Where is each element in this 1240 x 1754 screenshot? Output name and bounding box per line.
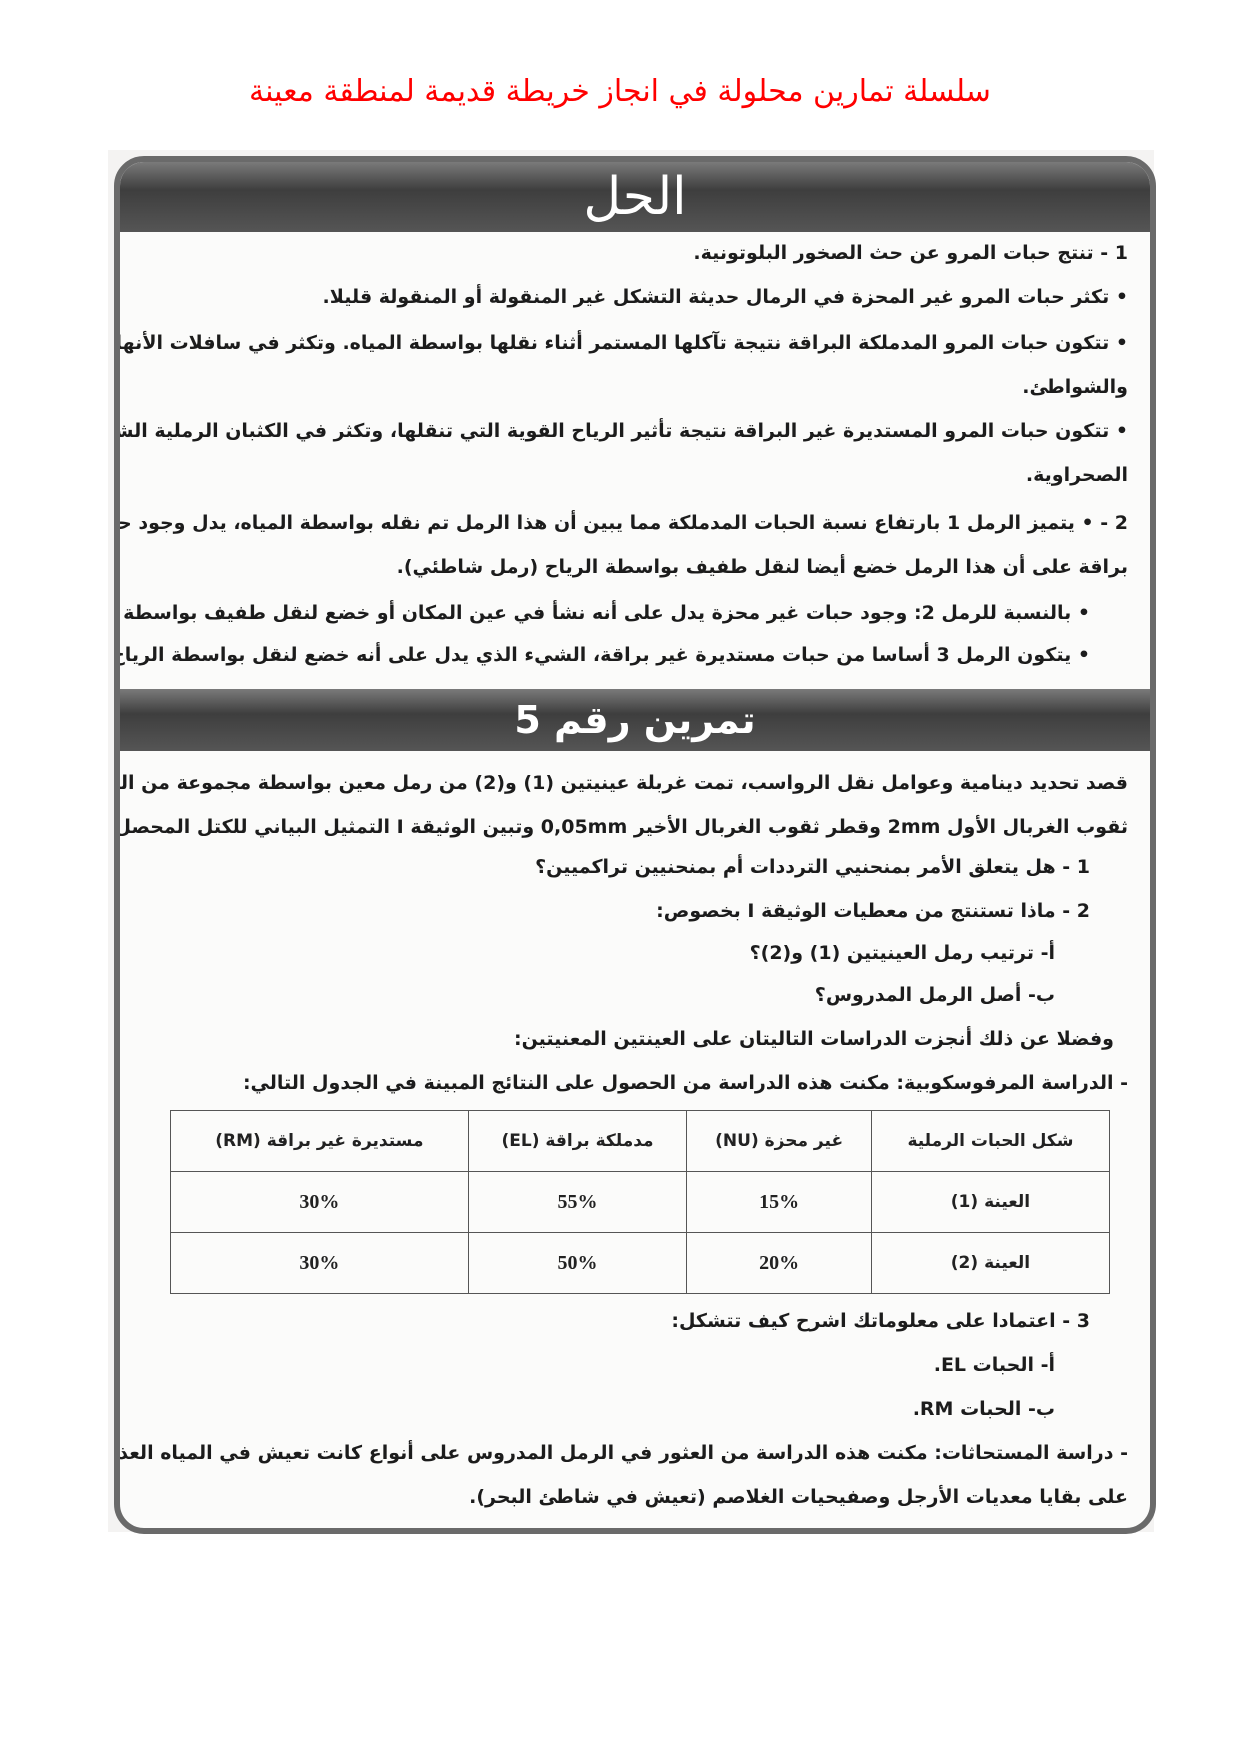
table-cell: 55% [467, 1171, 688, 1233]
page-title: سلسلة تمارين محلولة في انجاز خريطة قديمة… [249, 74, 991, 109]
question-3: 3 - اعتمادا على معلوماتك اشرح كيف تتشكل: [671, 1310, 1090, 1332]
solution-line: • تكثر حبات المرو غير المحزة في الرمال ح… [322, 286, 1128, 308]
exercise-line: - دراسة المستحاثات: مكنت هذه الدراسة من … [118, 1442, 1128, 1464]
solution-line: 1 - تنتج حبات المرو عن حث الصخور البلوتو… [693, 242, 1128, 264]
table-cell: 50% [467, 1232, 688, 1294]
solution-line: 2 - • يتميز الرمل 1 بارتفاع نسبة الحبات … [118, 512, 1128, 534]
exercise-header: تمرين رقم 5 [120, 689, 1150, 751]
table-cell: 30% [170, 1232, 469, 1294]
table-header-row: شكل الحبات الرملية غير محزة (NU) مدملكة … [170, 1110, 1111, 1172]
question-1: 1 - هل يتعلق الأمر بمنحنيي الترددات أم ب… [535, 856, 1090, 878]
question-3b: ب- الحبات RM. [912, 1398, 1055, 1420]
table-header: مستديرة غير براقة (RM) [170, 1110, 469, 1172]
table-header: شكل الحبات الرملية [870, 1110, 1111, 1172]
question-3a: أ- الحبات EL. [933, 1354, 1055, 1376]
solution-line: • تتكون حبات المرو المدملكة البراقة نتيج… [114, 332, 1128, 354]
solution-header: الحل [120, 162, 1150, 232]
table-cell: العينة (2) [870, 1232, 1111, 1294]
morphoscopy-table: شكل الحبات الرملية غير محزة (NU) مدملكة … [170, 1110, 1111, 1294]
question-2a: أ- ترتيب رمل العينيتين (1) و(2)؟ [749, 942, 1055, 964]
solution-line: الصحراوية. [1025, 464, 1128, 486]
table-row: العينة (1) 15% 55% 30% [170, 1171, 1111, 1233]
table-cell: 15% [686, 1171, 872, 1233]
exercise-line: وفضلا عن ذلك أنجزت الدراسات التاليتان عل… [513, 1028, 1114, 1050]
solution-line: • يتكون الرمل 3 أساسا من حبات مستديرة غي… [114, 644, 1090, 666]
table-row: العينة (2) 20% 50% 30% [170, 1232, 1111, 1294]
table-cell: 20% [686, 1232, 872, 1294]
solution-line: براقة على أن هذا الرمل خضع أيضا لنقل طفي… [396, 556, 1128, 578]
solution-line: • تتكون حبات المرو المستديرة غير البراقة… [114, 420, 1128, 442]
exercise-line: على بقايا معديات الأرجل وصفيحيات الغلاصم… [469, 1486, 1128, 1508]
table-header: غير محزة (NU) [686, 1110, 872, 1172]
solution-line: والشواطئ. [1022, 376, 1128, 398]
table-header: مدملكة براقة (EL) [467, 1110, 688, 1172]
table-cell: العينة (1) [870, 1171, 1111, 1233]
table-cell: 30% [170, 1171, 469, 1233]
solution-line: • بالنسبة للرمل 2: وجود حبات غير محزة يد… [120, 602, 1090, 624]
document-frame: الحل 1 - تنتج حبات المرو عن حث الصخور ال… [114, 156, 1156, 1534]
question-2b: ب- أصل الرمل المدروس؟ [814, 984, 1055, 1006]
question-2: 2 - ماذا تستنتج من معطيات الوثيقة I بخصو… [656, 900, 1090, 922]
exercise-line: - الدراسة المرفوسكوبية: مكنت هذه الدراسة… [242, 1072, 1128, 1094]
exercise-line: ثقوب الغربال الأول 2mm وقطر ثقوب الغربال… [114, 816, 1128, 838]
exercise-line: قصد تحديد دينامية وعوامل نقل الرواسب، تم… [120, 772, 1128, 794]
